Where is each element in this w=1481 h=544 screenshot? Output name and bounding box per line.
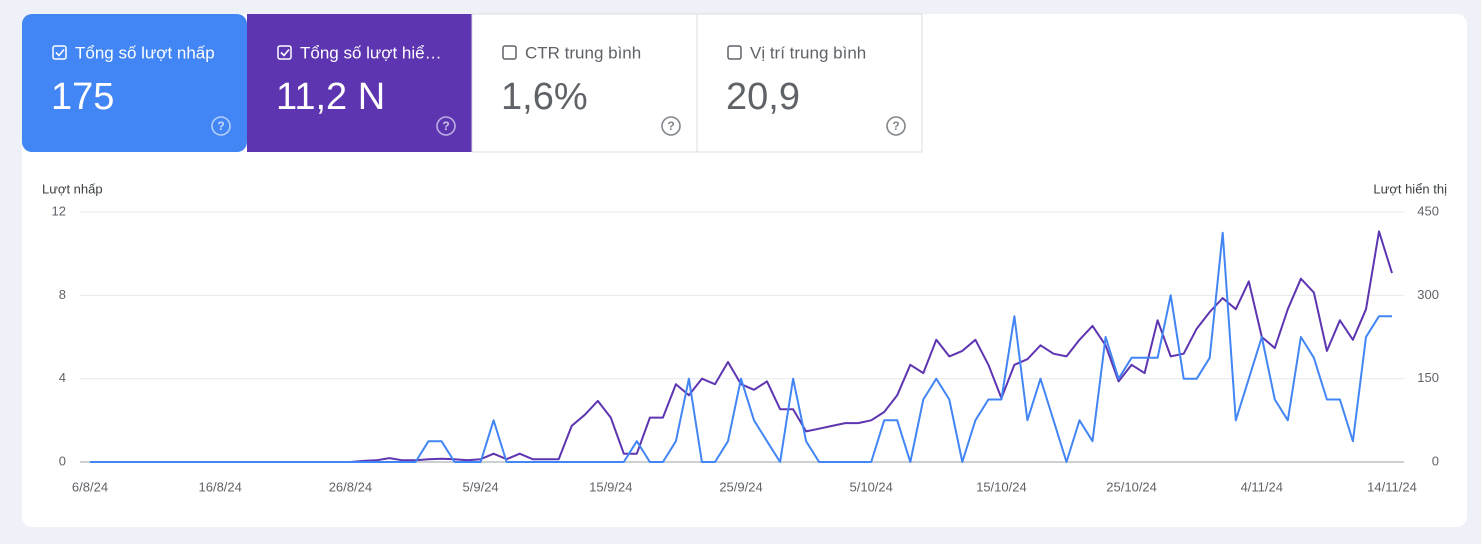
metric-label: CTR trung bình bbox=[525, 43, 641, 62]
line-series bbox=[90, 231, 1392, 463]
x-tick-label: 16/8/24 bbox=[199, 479, 242, 494]
checkbox[interactable] bbox=[52, 45, 67, 60]
help-icon-glyph: ? bbox=[217, 119, 224, 133]
checkbox[interactable] bbox=[727, 45, 742, 60]
metric-card[interactable] bbox=[247, 14, 472, 152]
x-tick-label: 15/10/24 bbox=[976, 479, 1027, 494]
y-tick-label: 0 bbox=[59, 453, 66, 468]
y-tick-label: 8 bbox=[59, 287, 66, 302]
y2-axis-title: Lượt hiển thị bbox=[1373, 181, 1447, 196]
help-icon[interactable] bbox=[661, 116, 681, 136]
help-icon-glyph: ? bbox=[667, 119, 674, 133]
metric-value: 20,9 bbox=[726, 76, 800, 118]
checkmark bbox=[55, 48, 65, 57]
x-tick-label: 6/8/24 bbox=[72, 479, 108, 494]
help-icon-glyph: ? bbox=[892, 119, 899, 133]
x-tick-label: 5/10/24 bbox=[850, 479, 893, 494]
y2-tick-label: 0 bbox=[1432, 453, 1439, 468]
metric-value: 11,2 N bbox=[276, 76, 385, 118]
y-tick-label: 4 bbox=[59, 370, 66, 385]
x-tick-label: 25/10/24 bbox=[1106, 479, 1157, 494]
metric-label: Vị trí trung bình bbox=[750, 43, 866, 62]
metric-label: Tổng số lượt nhấp bbox=[75, 43, 215, 62]
help-icon[interactable] bbox=[436, 116, 456, 136]
y2-tick-label: 450 bbox=[1417, 203, 1439, 218]
x-tick-label: 4/11/24 bbox=[1241, 479, 1283, 494]
help-icon[interactable] bbox=[211, 116, 231, 136]
metric-label: Tổng số lượt hiể… bbox=[300, 43, 442, 62]
x-tick-label: 14/11/24 bbox=[1367, 479, 1417, 494]
x-tick-label: 25/9/24 bbox=[719, 479, 762, 494]
metric-card[interactable] bbox=[22, 14, 247, 152]
y2-tick-label: 150 bbox=[1417, 370, 1439, 385]
y-axis-title: Lượt nhấp bbox=[42, 181, 103, 196]
checkbox[interactable] bbox=[277, 45, 292, 60]
metric-value: 175 bbox=[51, 76, 114, 118]
checkmark bbox=[280, 48, 290, 57]
metric-card[interactable] bbox=[696, 13, 923, 153]
y2-tick-label: 300 bbox=[1417, 287, 1439, 302]
x-tick-label: 26/8/24 bbox=[329, 479, 372, 494]
help-icon[interactable] bbox=[886, 116, 906, 136]
x-tick-label: 15/9/24 bbox=[589, 479, 632, 494]
x-tick-label: 5/9/24 bbox=[463, 479, 499, 494]
help-icon-glyph: ? bbox=[442, 119, 449, 133]
metric-value: 1,6% bbox=[501, 76, 588, 118]
checkbox[interactable] bbox=[502, 45, 517, 60]
y-tick-label: 12 bbox=[52, 203, 66, 218]
metric-card[interactable] bbox=[471, 13, 698, 153]
